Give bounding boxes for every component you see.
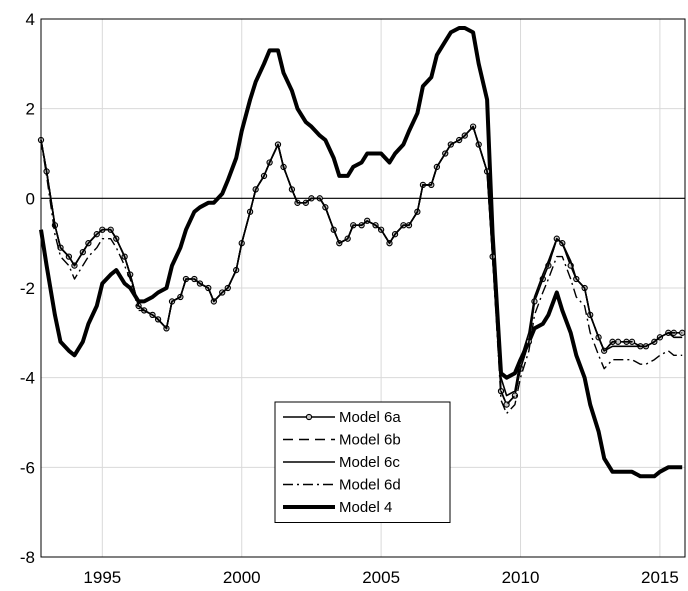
series-line-model-4 bbox=[39, 26, 683, 479]
legend-label: Model 6c bbox=[339, 454, 400, 471]
y-tick-label: -2 bbox=[20, 279, 35, 298]
data-point-model-6a bbox=[679, 329, 686, 336]
legend-marker bbox=[305, 413, 313, 421]
legend: Model 6a Model 6b Model 6c Model 6d Model 4 bbox=[274, 401, 451, 523]
x-tick-label: 2010 bbox=[502, 568, 540, 587]
legend-label: Model 6b bbox=[339, 432, 401, 449]
x-tick-label: 2000 bbox=[223, 568, 261, 587]
y-tick-label: -8 bbox=[20, 548, 35, 567]
y-tick-label: 4 bbox=[26, 10, 35, 29]
y-tick-label: 2 bbox=[26, 100, 35, 119]
series-line-model-6d bbox=[40, 125, 683, 415]
x-tick-label: 1995 bbox=[83, 568, 121, 587]
legend-label: Model 6d bbox=[339, 477, 401, 494]
legend-label: Model 4 bbox=[339, 499, 392, 516]
y-tick-label: -4 bbox=[20, 369, 35, 388]
series-layer bbox=[37, 26, 686, 479]
y-tick-label: 0 bbox=[26, 189, 35, 208]
x-tick-label: 2005 bbox=[362, 568, 400, 587]
y-tick-label: -6 bbox=[20, 458, 35, 477]
plot-frame bbox=[40, 18, 686, 558]
axis-tick-labels: -8 -6 -4 -2 0 2 4 1995 2000 2005 2010 2015 bbox=[20, 10, 679, 587]
x-tick-label: 2015 bbox=[641, 568, 679, 587]
legend-label: Model 6a bbox=[339, 409, 401, 426]
